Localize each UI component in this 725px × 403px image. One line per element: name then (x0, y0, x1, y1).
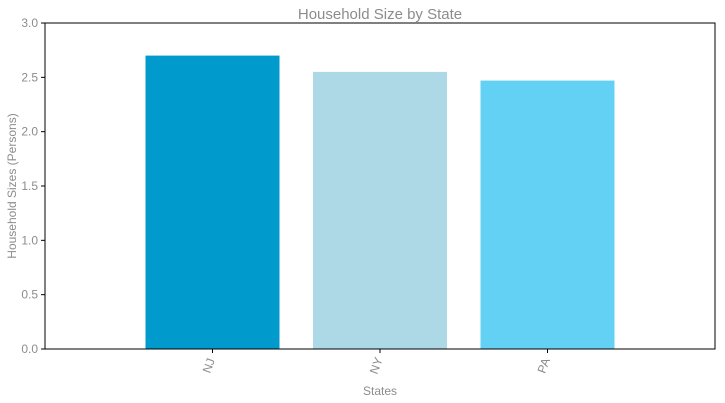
bars-group (145, 55, 615, 350)
y-tick-label: 0.5 (21, 288, 38, 302)
x-tick-label-nj: NJ (200, 356, 218, 375)
y-axis-ticks: 0.0 0.5 1.0 1.5 2.0 2.5 3.0 (21, 16, 45, 356)
y-tick-label: 2.0 (21, 125, 38, 139)
y-tick-label: 1.5 (21, 179, 38, 193)
y-tick-label: 3.0 (21, 16, 38, 30)
x-axis-ticks: NJ NY PA (200, 349, 553, 376)
bar-nj (145, 55, 280, 349)
x-tick-label-pa: PA (535, 356, 553, 375)
y-tick-label: 1.0 (21, 233, 38, 247)
x-axis-label: States (363, 384, 397, 398)
y-axis-label: Household Sizes (Persons) (5, 113, 19, 258)
x-tick-label-ny: NY (367, 355, 386, 375)
y-tick-label: 2.5 (21, 70, 38, 84)
bar-ny (313, 71, 447, 350)
chart-title: Household Size by State (298, 6, 462, 23)
bar-pa (480, 80, 615, 349)
y-tick-label: 0.0 (21, 342, 38, 356)
